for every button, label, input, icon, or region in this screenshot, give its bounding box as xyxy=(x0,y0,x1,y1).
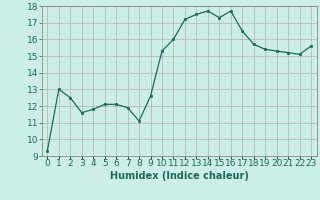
X-axis label: Humidex (Indice chaleur): Humidex (Indice chaleur) xyxy=(110,171,249,181)
